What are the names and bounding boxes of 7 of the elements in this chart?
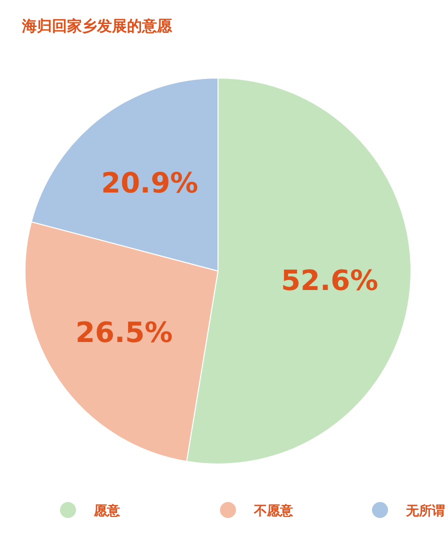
legend-label: 愿意 [93, 503, 121, 519]
legend-label: 不愿意 [253, 503, 294, 519]
data-label: 52.6% [280, 264, 378, 298]
legend-label: 无所谓 [405, 503, 445, 519]
chart-title: 海归回家乡发展的意愿 [21, 17, 173, 35]
data-label: 26.5% [75, 316, 173, 349]
data-label: 20.9% [101, 166, 198, 200]
